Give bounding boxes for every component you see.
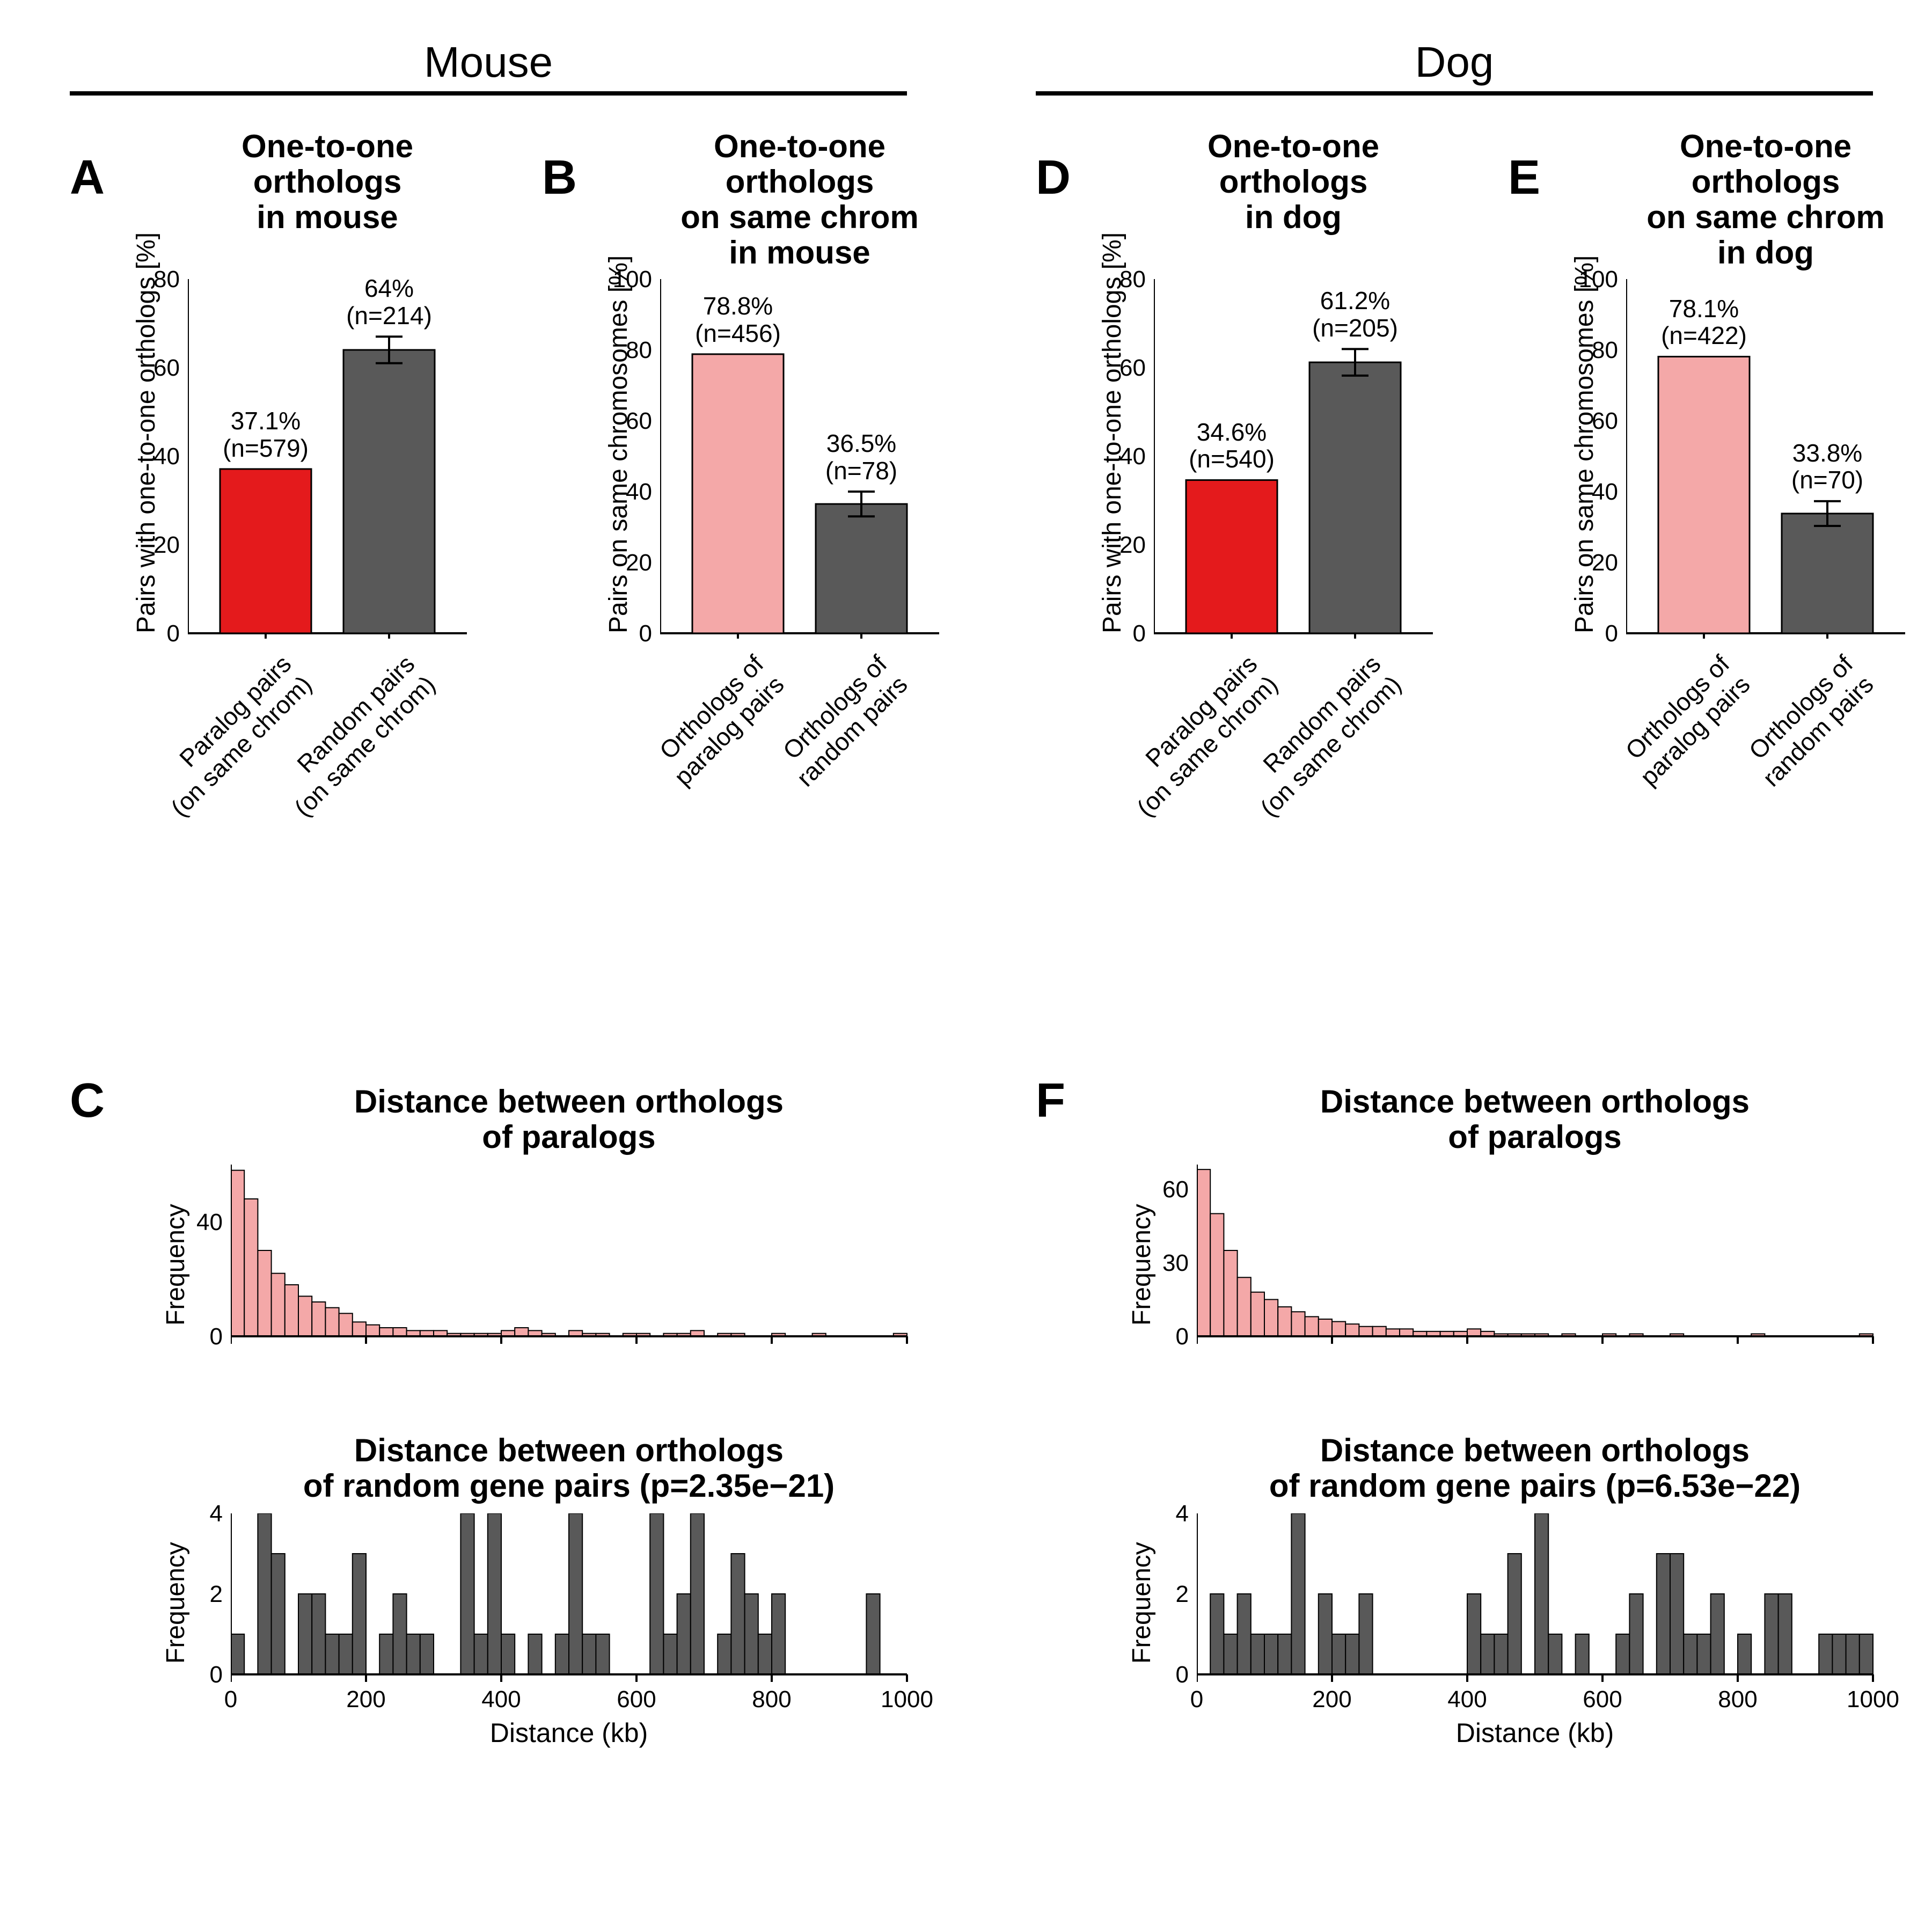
chart-title-E: One-to-oneorthologson same chromin dog [1594,129,1932,270]
panel-letter-F: F [1036,1073,1065,1129]
ylabel-E: Pairs on same chromosomes [%] [1570,279,1599,633]
barchart-E [1626,279,1911,639]
header-mouse: Mouse [70,38,907,87]
chart-title-A: One-to-oneorthologsin mouse [156,129,499,235]
histogram [1197,1165,1878,1358]
hist-title: Distance between orthologsof random gene… [231,1433,907,1504]
panel-letter-C: C [70,1073,105,1129]
chart-title-D: One-to-oneorthologsin dog [1122,129,1465,235]
hist-title: Distance between orthologsof paralogs [1197,1084,1873,1155]
barchart-B [660,279,945,639]
hist-xlabel: Distance (kb) [231,1717,907,1748]
histogram [231,1165,912,1358]
histogram [231,1513,912,1696]
hist-ylabel: Frequency [1127,1132,1157,1326]
panel-letter-B: B [542,150,577,206]
hist-xlabel: Distance (kb) [1197,1717,1873,1748]
hist-title: Distance between orthologsof paralogs [231,1084,907,1155]
header-dog: Dog [1036,38,1873,87]
histogram [1197,1513,1878,1696]
barchart-D [1154,279,1438,639]
panel-letter-E: E [1508,150,1540,206]
ylabel-B: Pairs on same chromosomes [%] [604,279,633,633]
panel-letter-A: A [70,150,105,206]
barchart-A [188,279,472,639]
chart-title-B: One-to-oneorthologson same chromin mouse [628,129,971,270]
panel-letter-D: D [1036,150,1071,206]
hist-title: Distance between orthologsof random gene… [1197,1433,1873,1504]
